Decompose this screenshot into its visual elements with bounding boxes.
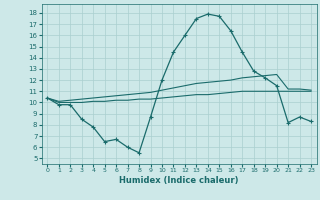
- X-axis label: Humidex (Indice chaleur): Humidex (Indice chaleur): [119, 176, 239, 185]
